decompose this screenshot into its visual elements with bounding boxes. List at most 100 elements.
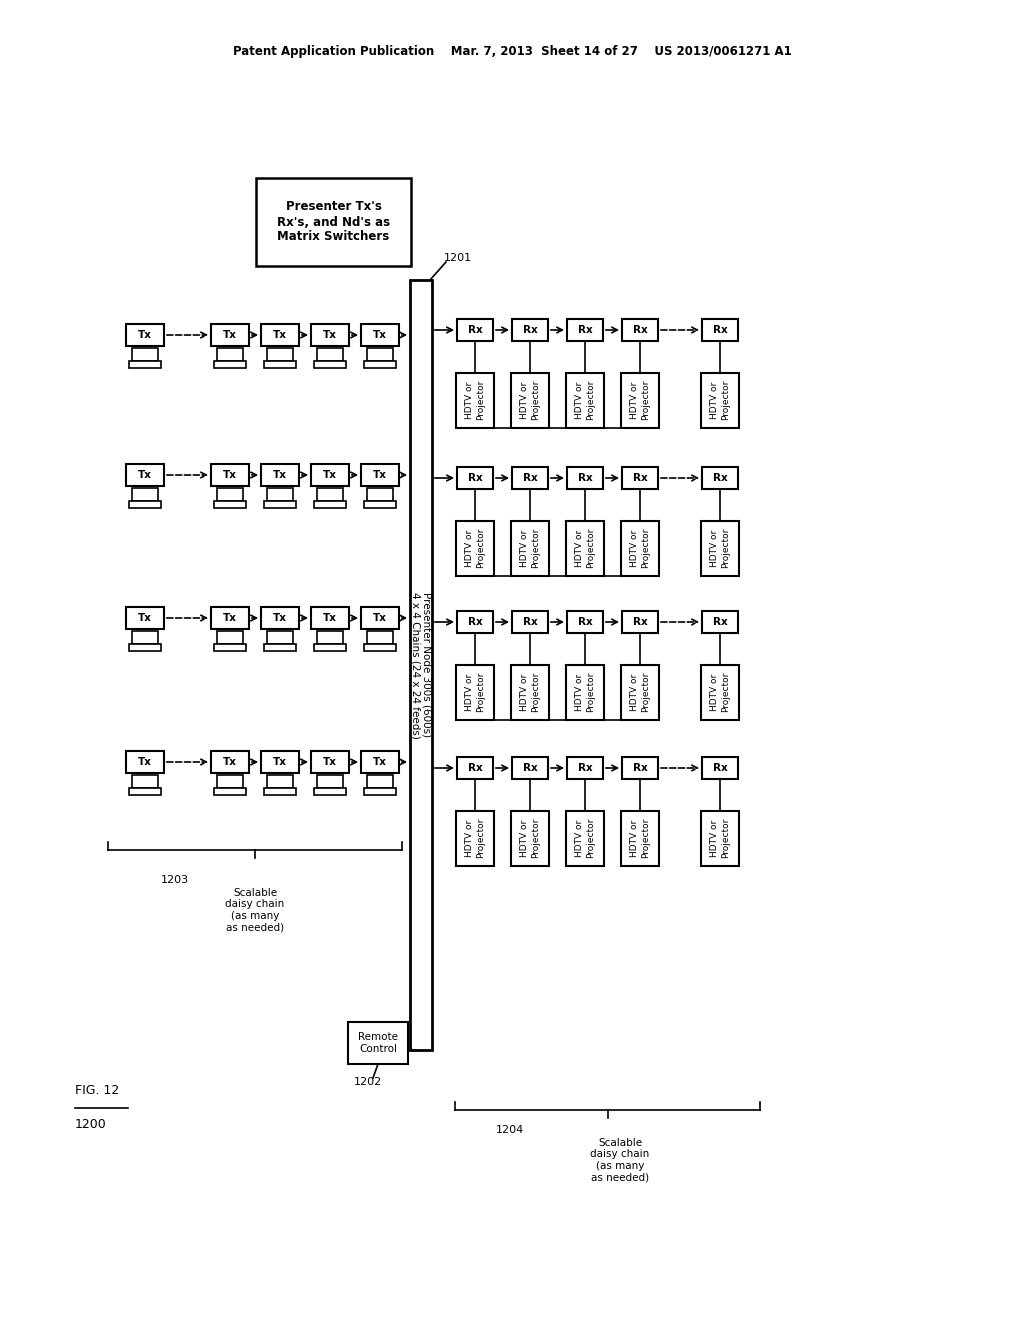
Bar [311, 465, 349, 486]
Text: HDTV or
Projector: HDTV or Projector [631, 672, 649, 713]
Bar [126, 607, 164, 630]
Text: 1200: 1200 [75, 1118, 106, 1131]
Text: Presenter Node 300s (600s)
4 x 4 Chains (24 x 24 feeds): Presenter Node 300s (600s) 4 x 4 Chains … [411, 591, 432, 738]
Text: Rx: Rx [713, 616, 727, 627]
Bar [364, 502, 396, 508]
Bar [511, 520, 549, 576]
Bar [512, 467, 548, 488]
Bar [512, 756, 548, 779]
Bar [311, 751, 349, 774]
Text: Rx: Rx [468, 763, 482, 774]
Text: Tx: Tx [223, 330, 237, 341]
Bar [132, 775, 158, 788]
Bar [456, 810, 494, 866]
Bar [211, 323, 249, 346]
Text: Rx: Rx [468, 616, 482, 627]
Bar [410, 280, 432, 1049]
Bar [261, 607, 299, 630]
Bar [622, 467, 658, 488]
Bar [511, 372, 549, 428]
Bar [126, 465, 164, 486]
Bar [567, 611, 603, 634]
Text: Remote
Control: Remote Control [358, 1032, 398, 1053]
Bar [368, 488, 393, 502]
Bar [701, 372, 739, 428]
Bar [511, 664, 549, 719]
Text: Tx: Tx [223, 470, 237, 480]
Bar [264, 362, 296, 368]
Bar [317, 488, 343, 502]
Text: HDTV or
Projector: HDTV or Projector [631, 380, 649, 420]
Text: Tx: Tx [138, 612, 152, 623]
Bar [701, 810, 739, 866]
Bar [457, 319, 493, 341]
Bar [129, 362, 161, 368]
Text: Rx: Rx [633, 325, 647, 335]
Bar [126, 751, 164, 774]
Bar [264, 788, 296, 795]
Text: HDTV or
Projector: HDTV or Projector [520, 528, 540, 568]
Text: HDTV or
Projector: HDTV or Projector [711, 818, 730, 858]
Bar [313, 362, 346, 368]
Bar [567, 756, 603, 779]
Bar [368, 775, 393, 788]
Bar [214, 788, 246, 795]
Bar [217, 348, 243, 362]
Bar [264, 502, 296, 508]
Text: Tx: Tx [138, 756, 152, 767]
Text: HDTV or
Projector: HDTV or Projector [465, 528, 484, 568]
Text: Tx: Tx [223, 756, 237, 767]
Text: Rx: Rx [578, 616, 592, 627]
Text: Tx: Tx [273, 470, 287, 480]
Text: Rx: Rx [713, 473, 727, 483]
Text: Presenter Tx's
Rx's, and Nd's as
Matrix Switchers: Presenter Tx's Rx's, and Nd's as Matrix … [276, 201, 390, 243]
Text: 1203: 1203 [161, 875, 189, 884]
Bar [267, 348, 293, 362]
Bar [311, 607, 349, 630]
Bar [217, 488, 243, 502]
Text: Tx: Tx [323, 612, 337, 623]
Bar [217, 631, 243, 644]
Bar [132, 631, 158, 644]
Text: Rx: Rx [633, 473, 647, 483]
Bar [313, 502, 346, 508]
Text: HDTV or
Projector: HDTV or Projector [520, 380, 540, 420]
Bar [214, 644, 246, 651]
Bar [214, 362, 246, 368]
Bar [566, 372, 604, 428]
Bar [701, 664, 739, 719]
Bar [313, 788, 346, 795]
Text: HDTV or
Projector: HDTV or Projector [465, 818, 484, 858]
Bar [311, 323, 349, 346]
Bar [361, 465, 399, 486]
Bar [364, 362, 396, 368]
Text: Rx: Rx [578, 325, 592, 335]
Text: Tx: Tx [273, 612, 287, 623]
Bar [211, 607, 249, 630]
Bar [702, 611, 738, 634]
Text: Rx: Rx [633, 616, 647, 627]
Text: Tx: Tx [373, 612, 387, 623]
Bar [317, 775, 343, 788]
Text: Rx: Rx [522, 763, 538, 774]
Bar [512, 611, 548, 634]
Text: Tx: Tx [138, 470, 152, 480]
Text: 1202: 1202 [354, 1077, 382, 1086]
Bar [457, 467, 493, 488]
Bar [621, 664, 659, 719]
Text: HDTV or
Projector: HDTV or Projector [575, 380, 595, 420]
Text: Tx: Tx [323, 756, 337, 767]
Bar [368, 348, 393, 362]
Text: Tx: Tx [373, 470, 387, 480]
Bar [702, 319, 738, 341]
Bar [217, 775, 243, 788]
Text: 1201: 1201 [444, 253, 472, 263]
Bar [368, 631, 393, 644]
Bar [701, 520, 739, 576]
Text: Rx: Rx [633, 763, 647, 774]
Text: Tx: Tx [323, 330, 337, 341]
Bar [702, 756, 738, 779]
Bar [566, 810, 604, 866]
Bar [317, 348, 343, 362]
Bar [214, 502, 246, 508]
